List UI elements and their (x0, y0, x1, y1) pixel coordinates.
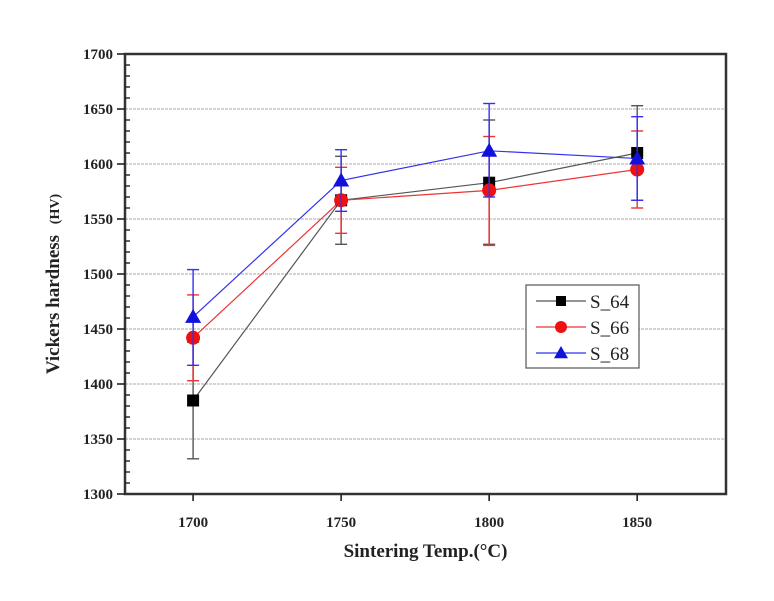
x-tick-label: 1700 (178, 515, 208, 531)
y-axis-title: Vickers hardness (HV) (43, 194, 64, 375)
series-s-68 (185, 102, 646, 366)
legend-label: S_64 (590, 292, 630, 313)
y-tick-label: 1450 (83, 322, 113, 338)
x-tick-label: 1750 (326, 515, 356, 531)
series-line (192, 152, 638, 401)
series-line (192, 150, 638, 318)
legend-label: S_66 (590, 318, 629, 339)
y-tick-label: 1300 (83, 487, 113, 503)
x-tick-label: 1800 (474, 515, 504, 531)
series-line (192, 168, 638, 339)
x-tick-label: 1850 (622, 515, 652, 531)
y-tick-label: 1500 (83, 267, 113, 283)
legend-item: S_66 (536, 318, 629, 339)
y-axis-title-unit: (HV) (48, 194, 63, 225)
legend-marker (554, 346, 568, 359)
legend-label: S_68 (590, 344, 629, 365)
data-point (185, 308, 202, 323)
series-layer (185, 102, 646, 460)
data-point (629, 150, 646, 165)
y-tick-label: 1550 (83, 212, 113, 228)
y-tick-label: 1350 (83, 432, 113, 448)
legend-marker (556, 296, 566, 306)
legend: S_64 S_66 S_68 (525, 284, 640, 369)
data-point (481, 142, 498, 157)
legend-item: S_64 (536, 292, 630, 313)
y-tick-label: 1700 (83, 47, 113, 63)
data-point (187, 394, 200, 407)
y-tick-label: 1600 (83, 157, 113, 173)
x-axis: 1700 1750 1800 1850 (178, 494, 652, 531)
series-s-64 (187, 104, 644, 460)
legend-marker (555, 321, 567, 333)
y-tick-label: 1650 (83, 102, 113, 118)
y-axis: 1300 1350 1400 1450 1500 1550 1600 1650 1700 (83, 47, 130, 503)
y-axis-title-main: Vickers hardness (43, 235, 64, 374)
x-axis-title: Sintering Temp.(°C) (344, 541, 508, 562)
y-tick-label: 1400 (83, 377, 113, 393)
legend-item: S_68 (536, 344, 629, 365)
data-point (333, 172, 350, 187)
